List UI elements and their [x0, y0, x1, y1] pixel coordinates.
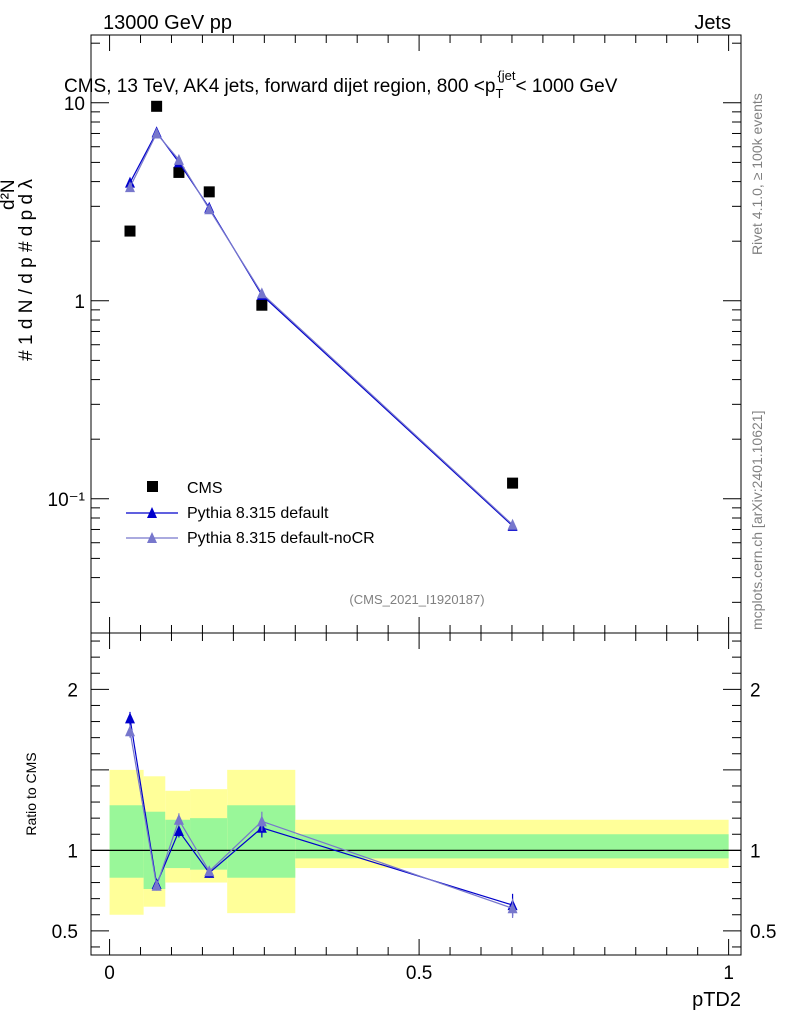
- uncertainty-band-inner: [295, 834, 729, 859]
- main-y-axis-label: # 1 d N / d p # d p d λ: [16, 179, 37, 361]
- rivet-label: Rivet 4.1.0, ≥ 100k events: [749, 93, 765, 255]
- ratio-y-tick-label-right: 2: [750, 680, 761, 701]
- uncertainty-band-inner: [165, 819, 191, 869]
- main-title: CMS, 13 TeV, AK4 jets, forward dijet reg…: [64, 68, 618, 101]
- data-point: [124, 225, 136, 237]
- ratio-point: [125, 725, 135, 737]
- legend-label-cms: CMS: [187, 480, 223, 497]
- main-y-tick-label: 10: [64, 94, 85, 115]
- legend-label-default: Pythia 8.315 default: [187, 505, 329, 522]
- x-tick-label: 0.5: [406, 963, 432, 984]
- data-point: [256, 299, 268, 311]
- main-plot: 10⁻¹ 1 10: [48, 35, 741, 633]
- ratio-point: [125, 712, 135, 724]
- main-y-tick-label: 10⁻¹: [48, 490, 86, 511]
- mc-point: [173, 153, 184, 165]
- ratio-point: [151, 879, 162, 891]
- analysis-tag: (CMS_2021_I1920187): [349, 592, 484, 607]
- ratio-y-axis-label: Ratio to CMS: [23, 752, 39, 835]
- series-line-2: [129, 132, 513, 526]
- data-point: [507, 477, 519, 489]
- ratio-y-tick-label-right: 0.5: [750, 922, 776, 943]
- data-point: [151, 100, 163, 112]
- ratio-line-1: [129, 731, 513, 909]
- ratio-point: [256, 815, 267, 827]
- ratio-point: [173, 813, 184, 825]
- svg-text:d²N: d²N: [0, 179, 19, 210]
- legend-label-nocr: Pythia 8.315 default-noCR: [187, 530, 375, 547]
- data-point: [203, 186, 215, 198]
- header-right-label: Jets: [694, 12, 731, 34]
- mc-point: [507, 518, 518, 530]
- ratio-point: [204, 865, 215, 877]
- legend-marker-nocr: [147, 532, 157, 543]
- uncertainty-band-inner: [109, 805, 144, 878]
- mc-point: [204, 203, 215, 215]
- svg-text:# 1 d N / d p # d p d: # 1 d N / d p # d p d λ: [16, 179, 37, 361]
- x-axis-label: pTD2: [692, 989, 741, 1011]
- uncertainty-band-inner: [227, 805, 296, 878]
- data-point: [173, 166, 185, 178]
- ratio-y-tick-label-right: 1: [750, 841, 761, 862]
- legend-marker-cms: [147, 481, 158, 492]
- legend-marker-default: [147, 507, 157, 518]
- legend: CMS Pythia 8.315 default Pythia 8.315 de…: [126, 480, 375, 547]
- ratio-point: [507, 902, 518, 914]
- ratio-y-tick-label: 0.5: [52, 922, 78, 943]
- mcplots-label: mcplots.cern.ch [arXiv:2401.10621]: [749, 411, 765, 630]
- header-left-label: 13000 GeV pp: [103, 12, 232, 34]
- series-line-1: [129, 131, 513, 527]
- x-tick-label: 1: [723, 963, 734, 984]
- ratio-point: [173, 825, 184, 837]
- mc-point: [151, 127, 162, 139]
- ratio-y-tick-label: 1: [67, 841, 78, 862]
- mc-point: [256, 287, 267, 299]
- mc-point: [125, 181, 135, 193]
- main-y-tick-label: 1: [74, 292, 85, 313]
- ratio-y-tick-label: 2: [67, 680, 78, 701]
- uncertainty-band-inner: [190, 818, 228, 870]
- ratio-plot: 0.5 0.5 1 1 2 2 0 0.5 1: [52, 633, 776, 984]
- x-tick-label: 0: [104, 963, 115, 984]
- ratio-plot-frame: [90, 632, 742, 956]
